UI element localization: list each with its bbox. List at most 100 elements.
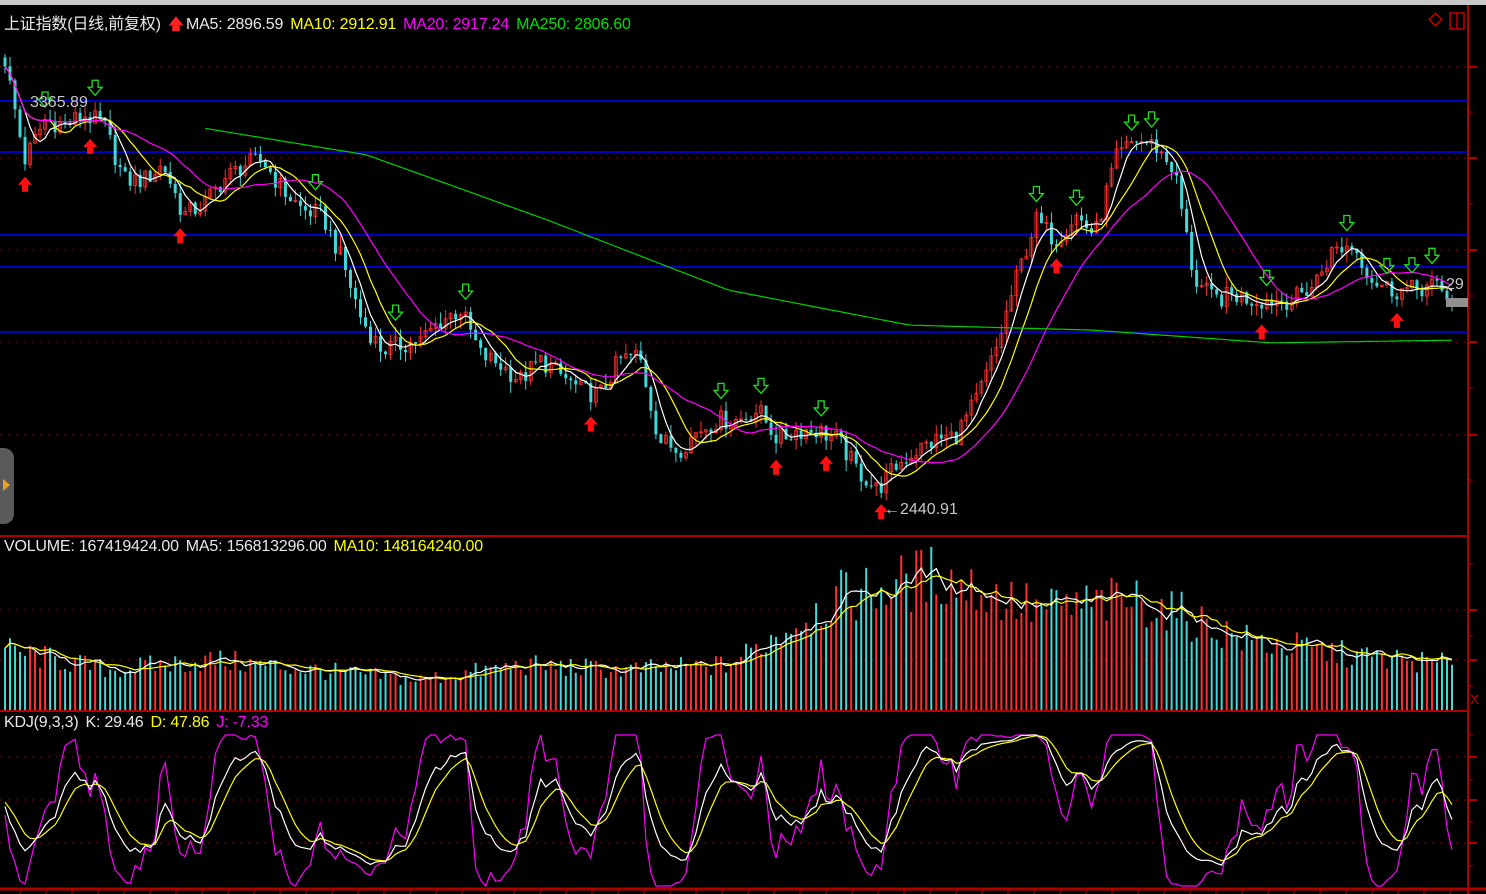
volume-ma5-value: MA5: 156813296.00 bbox=[185, 538, 327, 555]
candle-body bbox=[1425, 284, 1429, 297]
candle-body bbox=[414, 342, 418, 344]
candle-body bbox=[764, 405, 768, 423]
candle-body bbox=[253, 153, 257, 155]
candle-body bbox=[1104, 185, 1109, 220]
candle-body bbox=[844, 436, 848, 461]
candle-body bbox=[714, 429, 718, 433]
candle-body bbox=[278, 178, 283, 189]
candle-body bbox=[889, 463, 894, 473]
candle-body bbox=[18, 109, 22, 137]
buy-signal-arrow-icon bbox=[874, 504, 889, 520]
candle-body bbox=[1435, 279, 1439, 281]
candle-body bbox=[98, 110, 102, 119]
candle-body bbox=[1220, 294, 1224, 307]
kdj-k-line bbox=[4, 734, 1453, 866]
candle-body bbox=[994, 347, 999, 357]
sell-signal-arrow-icon bbox=[306, 174, 324, 191]
close-panel-icon: X bbox=[1470, 691, 1480, 707]
buy-signal-arrow-icon bbox=[819, 455, 834, 471]
candle-body bbox=[1380, 284, 1384, 287]
sell-signal-arrow-icon bbox=[1423, 247, 1441, 265]
candle-body bbox=[318, 204, 322, 206]
candle-body bbox=[1034, 212, 1039, 238]
candle-body bbox=[188, 202, 193, 212]
candle-body bbox=[1109, 167, 1114, 187]
candle-body bbox=[293, 200, 298, 202]
candle-body bbox=[1430, 278, 1434, 286]
candle-body bbox=[509, 367, 513, 382]
candle-body bbox=[73, 112, 77, 125]
candle-body bbox=[829, 435, 834, 441]
candle-body bbox=[1009, 295, 1014, 312]
candle-body bbox=[418, 336, 423, 345]
candle-body bbox=[1289, 302, 1294, 311]
sell-signal-arrow-icon bbox=[1378, 257, 1396, 275]
chart-title: 上证指数(日线,前复权) bbox=[4, 16, 161, 33]
candle-body bbox=[488, 352, 493, 361]
candle-body bbox=[1054, 244, 1058, 247]
sell-signal-arrow-icon bbox=[457, 283, 475, 301]
candle-body bbox=[1415, 280, 1419, 290]
buy-signal-arrow-icon bbox=[1254, 324, 1269, 340]
ma10-line bbox=[4, 66, 1453, 477]
sell-signal-arrow-icon bbox=[36, 91, 54, 108]
candle-body bbox=[404, 349, 408, 353]
candle-body bbox=[13, 80, 17, 110]
candle-body bbox=[1370, 278, 1374, 283]
candle-body bbox=[1079, 215, 1083, 221]
candle-body bbox=[1245, 292, 1249, 304]
candle-body bbox=[804, 429, 809, 440]
candle-body bbox=[619, 356, 623, 358]
candle-body bbox=[428, 327, 433, 331]
buy-signal-arrow-icon bbox=[583, 416, 598, 432]
candle-body bbox=[854, 451, 858, 464]
candle-body bbox=[518, 371, 523, 380]
candle-body bbox=[1440, 280, 1444, 291]
volume-ma5-line bbox=[4, 567, 1453, 681]
low-price-label: ←2440.91 bbox=[884, 501, 958, 518]
candle-body bbox=[499, 363, 503, 370]
candle-body bbox=[3, 57, 7, 67]
candle-body bbox=[393, 336, 398, 342]
diamond-icon bbox=[1428, 12, 1443, 27]
volume-ma10-line bbox=[4, 575, 1453, 680]
candle-body bbox=[1175, 172, 1179, 176]
candle-body bbox=[1350, 246, 1354, 249]
volume-panel-header: VOLUME: 167419424.00 MA5: 156813296.00 MA1… bbox=[4, 538, 490, 556]
candle-body bbox=[238, 166, 242, 176]
expand-arrow-icon bbox=[3, 479, 10, 491]
candle-body bbox=[388, 340, 393, 355]
candle-body bbox=[974, 392, 979, 401]
candle-body bbox=[694, 432, 698, 438]
candle-body bbox=[38, 128, 42, 135]
candle-body bbox=[298, 200, 302, 207]
candle-body bbox=[439, 323, 443, 329]
candle-body bbox=[704, 429, 708, 433]
candle-body bbox=[1260, 304, 1264, 309]
right-price-tag: 29 bbox=[1446, 276, 1464, 293]
candle-body bbox=[423, 330, 428, 338]
candle-body bbox=[1340, 247, 1344, 253]
candle-body bbox=[949, 431, 954, 436]
candle-body bbox=[408, 341, 413, 353]
sell-signal-arrow-icon bbox=[752, 377, 770, 395]
candle-body bbox=[183, 211, 188, 216]
ma250-line bbox=[205, 127, 1453, 344]
candle-body bbox=[358, 299, 362, 318]
buy-signal-arrow-icon bbox=[173, 228, 188, 244]
candle-body bbox=[904, 462, 908, 464]
kdj-j-value: J: -7.33 bbox=[216, 714, 269, 731]
ma20-line bbox=[4, 66, 1453, 464]
candle-body bbox=[1334, 246, 1339, 249]
collapse-panel-handle[interactable] bbox=[0, 448, 14, 524]
sell-signal-arrow-icon bbox=[387, 304, 404, 322]
candle-body bbox=[494, 353, 498, 364]
candle-body bbox=[1094, 221, 1099, 234]
sell-signal-arrow-icon bbox=[1027, 185, 1045, 203]
candle-body bbox=[534, 361, 538, 363]
candle-body bbox=[1170, 162, 1174, 173]
candle-body bbox=[578, 380, 583, 385]
window-top-bar bbox=[0, 0, 1486, 5]
candle-body bbox=[934, 433, 939, 449]
